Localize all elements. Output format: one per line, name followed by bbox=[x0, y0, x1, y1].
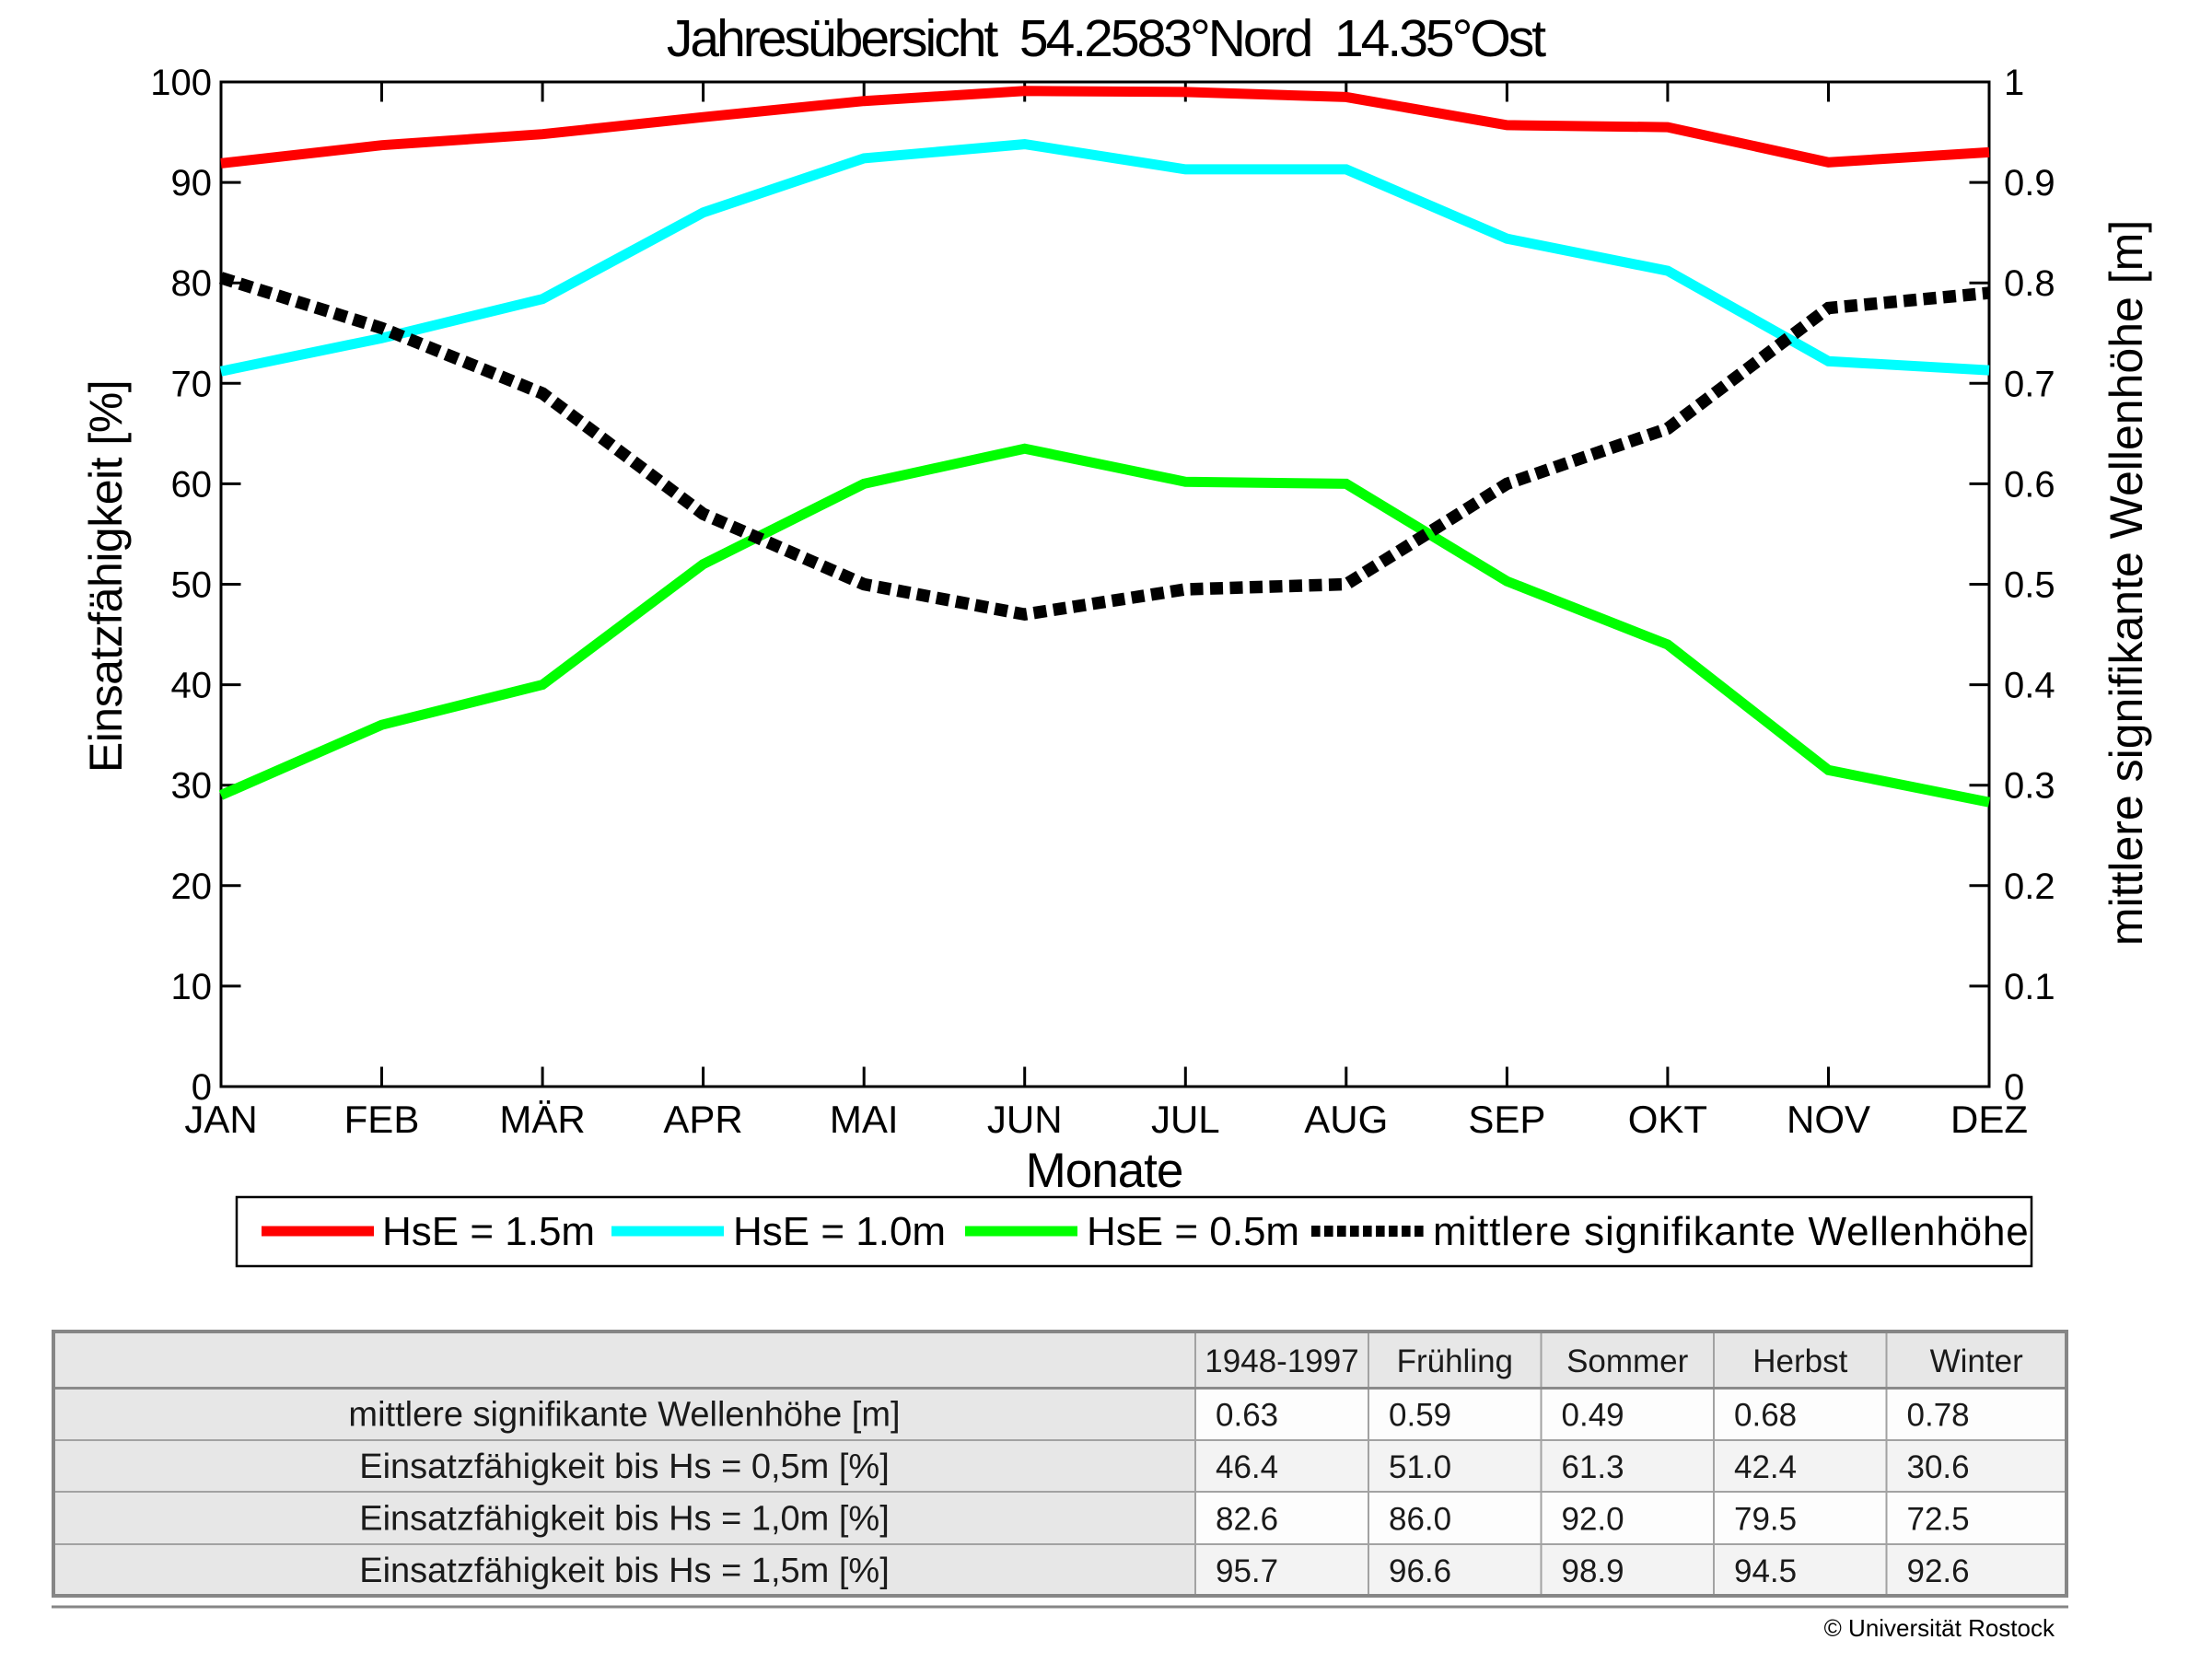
svg-text:0.1: 0.1 bbox=[2004, 967, 2055, 1007]
svg-text:40: 40 bbox=[171, 666, 213, 706]
svg-text:82.6: 82.6 bbox=[1216, 1502, 1278, 1538]
svg-text:OKT: OKT bbox=[1628, 1098, 1707, 1141]
svg-text:20: 20 bbox=[171, 866, 213, 907]
svg-text:AUG: AUG bbox=[1304, 1098, 1388, 1141]
svg-text:SEP: SEP bbox=[1468, 1098, 1545, 1141]
svg-text:0.68: 0.68 bbox=[1734, 1398, 1797, 1434]
svg-text:95.7: 95.7 bbox=[1216, 1553, 1278, 1589]
svg-text:Einsatzfähigkeit [%]: Einsatzfähigkeit [%] bbox=[80, 380, 132, 773]
svg-text:0.5: 0.5 bbox=[2004, 565, 2055, 606]
svg-text:MAI: MAI bbox=[830, 1098, 899, 1141]
svg-text:mittlere signifikante Wellenhö: mittlere signifikante Wellenhöhe [m] bbox=[2101, 220, 2152, 946]
svg-text:0.8: 0.8 bbox=[2004, 263, 2055, 304]
svg-text:1: 1 bbox=[2004, 63, 2024, 103]
svg-text:0: 0 bbox=[192, 1067, 212, 1108]
svg-text:mittlere signifikante Wellenhö: mittlere signifikante Wellenhöhe bbox=[1433, 1209, 2030, 1254]
svg-text:0: 0 bbox=[2004, 1067, 2024, 1108]
svg-text:96.6: 96.6 bbox=[1389, 1553, 1451, 1589]
svg-text:30.6: 30.6 bbox=[1907, 1449, 1970, 1485]
svg-text:0.63: 0.63 bbox=[1216, 1398, 1278, 1434]
svg-text:79.5: 79.5 bbox=[1734, 1502, 1797, 1538]
svg-text:42.4: 42.4 bbox=[1734, 1449, 1797, 1485]
svg-text:Einsatzfähigkeit bis Hs = 1,0m: Einsatzfähigkeit bis Hs = 1,0m [%] bbox=[359, 1500, 890, 1539]
svg-text:60: 60 bbox=[171, 464, 213, 505]
svg-text:70: 70 bbox=[171, 364, 213, 404]
svg-text:0.6: 0.6 bbox=[2004, 464, 2055, 505]
svg-text:90: 90 bbox=[171, 163, 213, 204]
svg-text:0.78: 0.78 bbox=[1907, 1398, 1970, 1434]
svg-text:72.5: 72.5 bbox=[1907, 1502, 1970, 1538]
svg-text:0.59: 0.59 bbox=[1389, 1398, 1451, 1434]
svg-text:JUN: JUN bbox=[987, 1098, 1063, 1141]
svg-text:Frühling: Frühling bbox=[1397, 1343, 1513, 1379]
svg-text:APR: APR bbox=[663, 1098, 742, 1141]
svg-text:0.4: 0.4 bbox=[2004, 666, 2055, 706]
svg-text:HsE = 1.5m: HsE = 1.5m bbox=[382, 1209, 595, 1254]
svg-text:Winter: Winter bbox=[1930, 1343, 2023, 1379]
svg-text:0.49: 0.49 bbox=[1562, 1398, 1624, 1434]
svg-text:JUL: JUL bbox=[1151, 1098, 1220, 1141]
svg-text:0.7: 0.7 bbox=[2004, 364, 2055, 404]
svg-text:FEB: FEB bbox=[344, 1098, 420, 1141]
svg-text:61.3: 61.3 bbox=[1562, 1449, 1624, 1485]
svg-text:80: 80 bbox=[171, 263, 213, 304]
svg-text:JAN: JAN bbox=[184, 1098, 257, 1141]
svg-text:Einsatzfähigkeit bis Hs = 0,5m: Einsatzfähigkeit bis Hs = 0,5m [%] bbox=[359, 1448, 890, 1486]
svg-text:Jahresübersicht 54.2583°Nord: Jahresübersicht 54.2583°Nord 14.35°Ost bbox=[667, 9, 1546, 68]
svg-text:© Universität Rostock: © Universität Rostock bbox=[1824, 1614, 2055, 1642]
svg-text:46.4: 46.4 bbox=[1216, 1449, 1278, 1485]
svg-text:0.9: 0.9 bbox=[2004, 163, 2055, 204]
svg-text:0.3: 0.3 bbox=[2004, 766, 2055, 807]
svg-text:Herbst: Herbst bbox=[1752, 1343, 1847, 1379]
svg-text:94.5: 94.5 bbox=[1734, 1553, 1797, 1589]
svg-text:92.0: 92.0 bbox=[1562, 1502, 1624, 1538]
svg-text:MÄR: MÄR bbox=[499, 1098, 585, 1141]
svg-text:92.6: 92.6 bbox=[1907, 1553, 1970, 1589]
svg-text:Sommer: Sommer bbox=[1566, 1343, 1689, 1379]
svg-text:51.0: 51.0 bbox=[1389, 1449, 1451, 1485]
svg-text:DEZ: DEZ bbox=[1950, 1098, 2028, 1141]
svg-text:HsE = 0.5m: HsE = 0.5m bbox=[1087, 1209, 1299, 1254]
svg-text:1948-1997: 1948-1997 bbox=[1205, 1343, 1358, 1379]
svg-text:Einsatzfähigkeit bis Hs = 1,5m: Einsatzfähigkeit bis Hs = 1,5m [%] bbox=[359, 1552, 890, 1590]
svg-text:50: 50 bbox=[171, 565, 213, 606]
svg-text:HsE = 1.0m: HsE = 1.0m bbox=[733, 1209, 946, 1254]
svg-text:86.0: 86.0 bbox=[1389, 1502, 1451, 1538]
svg-text:30: 30 bbox=[171, 766, 213, 807]
svg-text:NOV: NOV bbox=[1787, 1098, 1870, 1141]
svg-text:0.2: 0.2 bbox=[2004, 866, 2055, 907]
svg-text:Monate: Monate bbox=[1026, 1144, 1183, 1198]
svg-text:mittlere signifikante Wellenhö: mittlere signifikante Wellenhöhe [m] bbox=[348, 1396, 900, 1435]
svg-text:98.9: 98.9 bbox=[1562, 1553, 1624, 1589]
svg-text:100: 100 bbox=[150, 63, 212, 103]
svg-text:10: 10 bbox=[171, 967, 213, 1007]
